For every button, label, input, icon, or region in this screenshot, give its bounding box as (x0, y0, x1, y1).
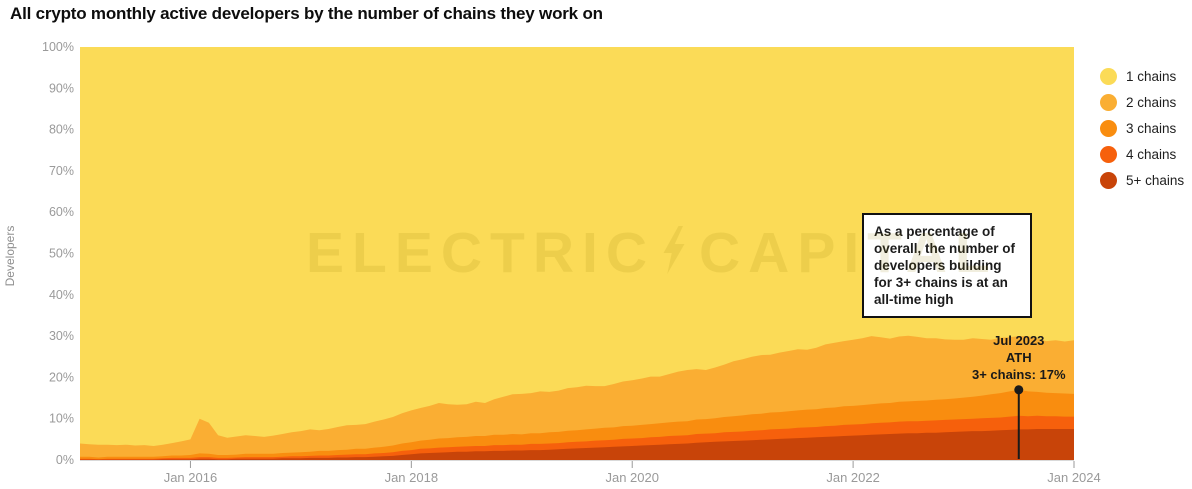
y-axis-tick-label: 0% (56, 453, 74, 467)
legend-swatch-3-chains (1100, 119, 1117, 137)
legend-swatch-5plus-chains (1100, 171, 1117, 189)
y-axis-tick-label: 60% (49, 205, 74, 219)
y-axis-tick-label: 70% (49, 164, 74, 178)
y-axis-tick-label: 50% (49, 247, 74, 261)
y-axis-tick-label: 100% (42, 40, 74, 54)
x-axis-tick-label: Jan 2022 (826, 470, 880, 485)
legend-item-1-chains: 1 chains (1100, 63, 1184, 89)
y-axis-tick-label: 40% (49, 288, 74, 302)
x-axis-tick-label: Jan 2016 (164, 470, 218, 485)
x-axis-tick-label: Jan 2024 (1047, 470, 1101, 485)
legend: 1 chains 2 chains 3 chains 4 chains 5+ c… (1100, 63, 1184, 193)
legend-item-5plus-chains: 5+ chains (1100, 167, 1184, 193)
legend-item-2-chains: 2 chains (1100, 89, 1184, 115)
x-axis-tick-label: Jan 2018 (385, 470, 439, 485)
ath-marker-dot (1014, 385, 1024, 395)
chart-title: All crypto monthly active developers by … (10, 4, 603, 23)
y-axis-tick-label: 90% (49, 81, 74, 95)
legend-swatch-2-chains (1100, 93, 1117, 111)
legend-label-2-chains: 2 chains (1126, 94, 1177, 110)
legend-label-4-chains: 4 chains (1126, 146, 1177, 162)
y-axis-tick-label: 20% (49, 370, 74, 384)
legend-item-3-chains: 3 chains (1100, 115, 1184, 141)
area-5plus-chains (80, 429, 1074, 460)
legend-item-4-chains: 4 chains (1100, 141, 1184, 167)
y-axis-tick-label: 10% (49, 412, 74, 426)
annotation-box: As a percentage of overall, the number o… (862, 213, 1032, 318)
y-axis-tick-label: 30% (49, 329, 74, 343)
legend-swatch-4-chains (1100, 145, 1117, 163)
x-axis-tick-label: Jan 2020 (605, 470, 659, 485)
legend-label-1-chains: 1 chains (1126, 68, 1177, 84)
legend-swatch-1-chains (1100, 67, 1117, 85)
y-axis-tick-label: 80% (49, 123, 74, 137)
legend-label-3-chains: 3 chains (1126, 120, 1177, 136)
legend-label-5plus-chains: 5+ chains (1126, 172, 1185, 188)
